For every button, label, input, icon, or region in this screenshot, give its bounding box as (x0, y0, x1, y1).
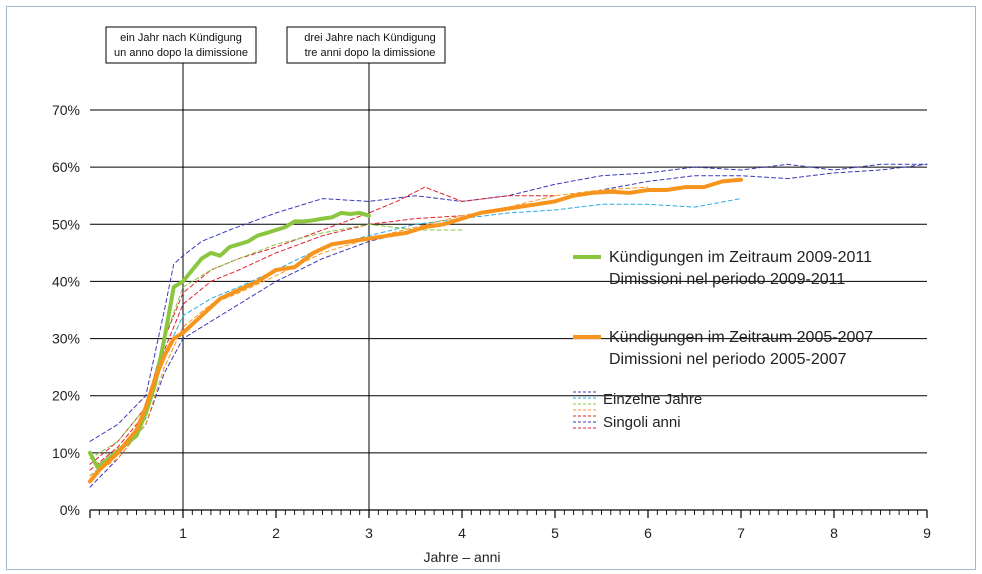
x-tick-label: 2 (272, 525, 280, 541)
single-year-series-line (89, 186, 556, 465)
legend-singles-it: Singoli anni (603, 414, 681, 431)
main-series-line (88, 210, 371, 470)
single-year-series-line (89, 186, 649, 477)
legend: Kündigungen im Zeitraum 2009-2011 Dimissi… (573, 249, 873, 431)
annotation-line1: drei Jahre nach Kündigung (304, 32, 435, 44)
y-tick-label: 50% (52, 216, 80, 232)
x-tick-label: 8 (830, 525, 838, 541)
single-year-series-line (89, 223, 463, 460)
x-tick-label: 7 (737, 525, 745, 541)
legend-label-de: Kündigungen im Zeitraum 2009-2011 (609, 249, 872, 266)
legend-label-it: Dimissioni nel periodo 2005-2007 (609, 351, 847, 368)
legend-label-it: Dimissioni nel periodo 2009-2011 (609, 271, 845, 288)
y-tick-label: 40% (52, 273, 80, 289)
annotation-line2: tre anni dopo la dimissione (305, 47, 436, 59)
x-tick-label: 1 (179, 525, 187, 541)
annotation-box (105, 26, 257, 64)
y-tick-label: 30% (52, 331, 80, 347)
x-tick-label: 6 (644, 525, 652, 541)
series-layer (88, 163, 928, 488)
annotations: ein Jahr nach Kündigung un anno dopo la d… (105, 26, 446, 510)
x-axis-title: Jahre – anni (423, 549, 500, 565)
gridlines (90, 109, 927, 454)
y-tick-label: 20% (52, 388, 80, 404)
y-tick-label: 0% (60, 502, 80, 518)
annotation-box (286, 26, 446, 64)
y-tick-label: 70% (52, 102, 80, 118)
single-year-series-line (89, 163, 928, 442)
y-tick-label: 60% (52, 159, 80, 175)
legend-label-de: Kündigungen im Zeitraum 2005-2007 (609, 329, 873, 346)
x-tick-label: 4 (458, 525, 466, 541)
single-year-series-line (89, 215, 463, 471)
x-tick-label: 5 (551, 525, 559, 541)
y-tick-label: 10% (52, 445, 80, 461)
chart-frame: ein Jahr nach Kündigung un anno dopo la d… (6, 6, 976, 570)
main-series-line (88, 177, 743, 484)
annotation-line1: ein Jahr nach Kündigung (120, 32, 242, 44)
x-tick-label: 9 (923, 525, 931, 541)
legend-singles-de: Einzelne Jahre (603, 391, 702, 408)
line-chart: ein Jahr nach Kündigung un anno dopo la d… (52, 26, 931, 565)
axes: 0% 10% 20% 30% 40% 50% 60% 70% 1 2 3 4 5 6 7 8 9 Jahre – … (52, 102, 931, 565)
annotation-line2: un anno dopo la dimissione (114, 47, 248, 59)
x-tick-label: 3 (365, 525, 373, 541)
